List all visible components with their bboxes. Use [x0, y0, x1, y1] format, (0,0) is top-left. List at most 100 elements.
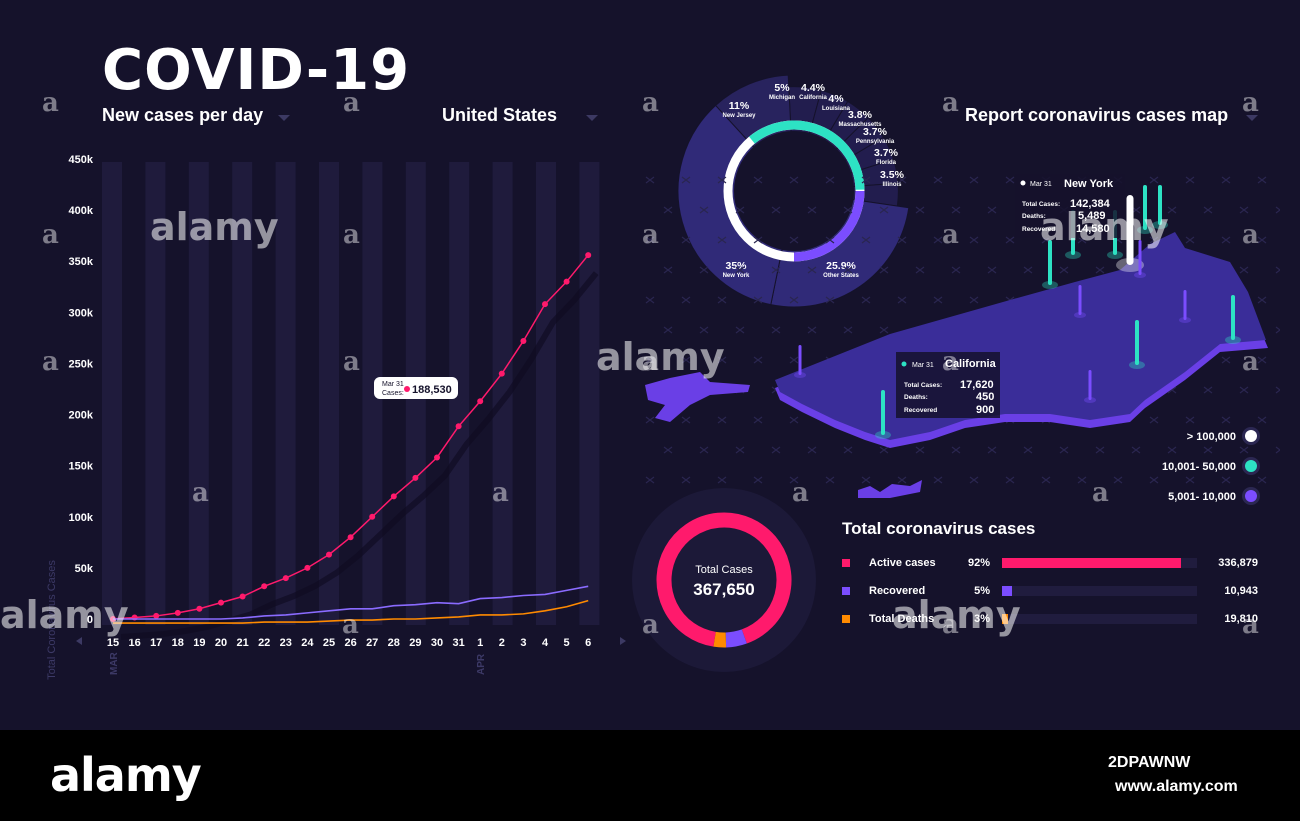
scroll-right-arrow[interactable] [620, 637, 626, 645]
grid-mark [879, 446, 889, 454]
x-tick-label: 6 [585, 637, 591, 649]
watermark-a: a [942, 88, 959, 118]
grid-mark [1167, 206, 1177, 214]
map-pin [1143, 185, 1147, 230]
watermark-a: a [1242, 610, 1259, 640]
ca-row-label: Recovered [904, 407, 937, 414]
data-point [174, 609, 181, 616]
donut-segment [713, 631, 727, 648]
grid-mark [861, 236, 871, 244]
chevron-down-icon[interactable] [586, 115, 598, 121]
progress-fill [1002, 614, 1008, 624]
ca-date: Mar 31 [912, 362, 934, 369]
grid-mark [969, 236, 979, 244]
y-tick-label: 450k [69, 154, 94, 166]
x-tick-labels: 15 16 17 18 19 20 21 22 23 24 25 26 27 28 29 30 31 1 2 3 4 5 6 [107, 637, 591, 649]
grid-mark [1149, 416, 1159, 424]
grid-mark [1095, 446, 1105, 454]
grid-mark [1257, 236, 1267, 244]
grid-mark [717, 296, 727, 304]
x-tick-label: 1 [477, 637, 483, 649]
watermark-a: a [42, 347, 59, 377]
grid-mark [1239, 266, 1249, 274]
grid-mark [1239, 446, 1249, 454]
scroll-left-arrow[interactable] [76, 637, 82, 645]
map-legend-label: 10,001- 50,000 [1161, 461, 1236, 473]
grid-mark [807, 206, 817, 214]
watermark-a: a [642, 610, 659, 640]
watermark-text: alamy [150, 205, 279, 249]
watermark-a: a [642, 220, 659, 250]
data-point [520, 337, 527, 344]
grid-mark [789, 416, 799, 424]
grid-mark [735, 446, 745, 454]
totals-title: Total coronavirus cases [842, 519, 1036, 538]
data-point [218, 599, 224, 606]
map-pin [1088, 370, 1092, 400]
pie-state-label: Other States [823, 273, 859, 279]
legend-dot-teal [1245, 460, 1257, 472]
totals-row-value: 10,943 [1224, 585, 1258, 597]
x-tick-label: 19 [193, 637, 205, 649]
pie-value-label: 5% [774, 82, 790, 94]
grid-mark [663, 266, 673, 274]
ny-name: New York [1064, 178, 1114, 190]
ca-row-value: 900 [976, 404, 994, 416]
grid-mark [861, 476, 871, 484]
region-dropdown[interactable]: United States [442, 105, 558, 125]
grid-mark [933, 476, 943, 484]
data-point [239, 593, 246, 600]
x-tick-label: 24 [301, 637, 314, 649]
grid-mark [843, 266, 853, 274]
grid-mark [753, 356, 763, 364]
grid-mark [1185, 416, 1195, 424]
ny-tooltip: Mar 31 New York Total Cases: 142,384 Dea… [1015, 174, 1125, 238]
chart-background-stripes [102, 162, 600, 625]
grid-mark [951, 206, 961, 214]
x-tick-label: 31 [452, 637, 464, 649]
metric-dropdown[interactable]: New cases per day [102, 105, 264, 125]
x-tick-label: 5 [564, 637, 570, 649]
pie-value-label: 11% [729, 100, 750, 112]
grid-mark [681, 416, 691, 424]
grid-mark [789, 476, 799, 484]
grid-mark [1023, 266, 1033, 274]
grid-mark [1041, 476, 1051, 484]
y-tick-label: 100k [69, 512, 94, 524]
chart-stripe [449, 162, 470, 625]
pie-state-label: California [799, 95, 827, 101]
grid-mark [717, 356, 727, 364]
data-point [412, 474, 419, 481]
grid-mark [969, 476, 979, 484]
pie-state-label: New York [723, 273, 750, 279]
progress-track [1002, 558, 1197, 568]
grid-mark [1005, 476, 1015, 484]
data-point [498, 370, 505, 377]
alamy-url: www.alamy.com [1115, 778, 1238, 795]
chevron-down-icon[interactable] [1246, 115, 1258, 121]
grid-mark [915, 446, 925, 454]
chart-stripe [102, 162, 122, 625]
pie-state-label: New Jersey [722, 113, 756, 119]
grid-mark [969, 296, 979, 304]
grid-mark [969, 176, 979, 184]
grid-mark [789, 236, 799, 244]
x-tick-label: 30 [431, 637, 443, 649]
grid-mark [1113, 476, 1123, 484]
grid-mark [1275, 326, 1280, 334]
y-axis-label: Total Coronavirus Cases [46, 560, 58, 680]
y-tick-labels: 0 50k 100k 150k 200k 250k 300k 350k 400k 450k [69, 154, 94, 626]
grid-mark [1275, 386, 1280, 394]
data-point [585, 252, 592, 259]
x-tick-label: 18 [172, 637, 184, 649]
data-point [390, 493, 397, 500]
grid-mark [807, 446, 817, 454]
pie-value-label: 4% [828, 93, 844, 105]
ny-row-value: 142,384 [1070, 198, 1111, 210]
chevron-down-icon[interactable] [278, 115, 290, 121]
grid-mark [1221, 356, 1231, 364]
pie-state-label: Massachusetts [838, 122, 882, 128]
map-pin [798, 345, 802, 375]
grid-mark [789, 356, 799, 364]
